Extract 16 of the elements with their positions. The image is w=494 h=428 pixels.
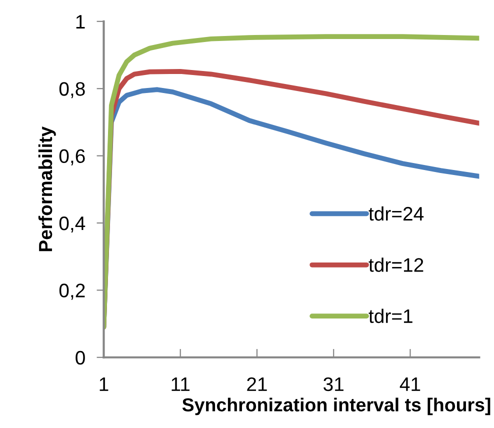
- y-tick-label: 0,4: [59, 216, 86, 233]
- x-tick-label: 1: [100, 378, 108, 391]
- y-axis-title: Performability: [38, 126, 56, 252]
- y-tick-label: 0,6: [59, 149, 85, 166]
- x-tick-label: 21: [247, 377, 267, 391]
- x-tick-label: 41: [400, 378, 420, 391]
- legend-label: tdr=12: [368, 258, 424, 272]
- x-tick-label: 31: [324, 377, 344, 392]
- y-tick-label: 0: [76, 350, 85, 365]
- x-tick-label: 11: [172, 378, 190, 391]
- x-axis-title: Synchronization interval ts [hours]: [182, 398, 490, 416]
- y-tick-label: 1: [76, 15, 85, 28]
- legend-label: tdr=1: [368, 308, 412, 324]
- legend-label: tdr=24: [368, 206, 424, 221]
- y-tick-label: 0,8: [59, 82, 85, 98]
- y-tick-label: 0,2: [59, 284, 85, 300]
